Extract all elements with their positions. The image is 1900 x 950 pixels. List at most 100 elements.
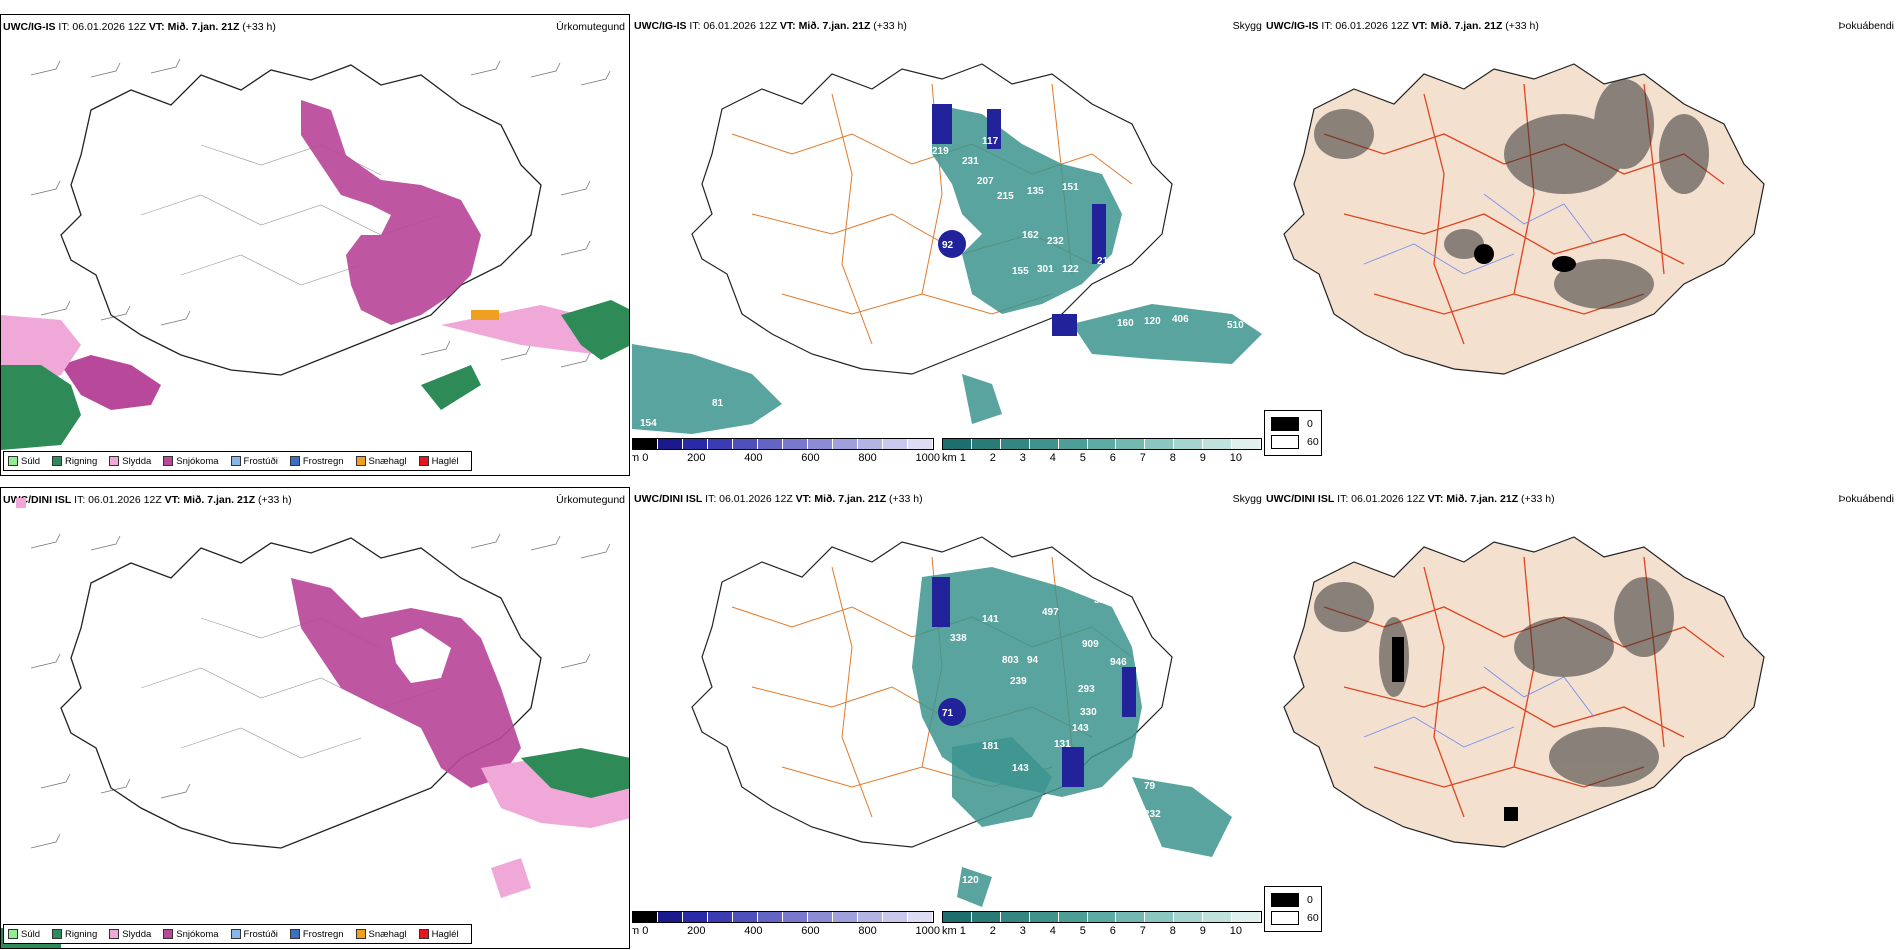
legend-item: Snæhagl [355,929,407,940]
legend-swatch [289,456,300,466]
height-colorbar [632,438,934,450]
panel-label: Þokuábendi [1838,493,1894,505]
panel-label: Skyggni [1232,493,1262,505]
vis-label: 98 [1092,296,1104,307]
vis-label: 92 [942,240,954,251]
legend-swatch [230,929,241,939]
legend-item: Frostregn [289,456,344,467]
visibility-panel-top: UWC/IG-IS IT: 06.01.2026 12Z VT: Mið. 7.… [632,14,1262,476]
legend-swatch [52,929,63,939]
panel-title: UWC/IG-IS IT: 06.01.2026 12Z VT: Mið. 7.… [634,20,907,32]
panel-label: Skyggni [1232,20,1262,32]
legend-swatch [355,929,366,939]
legend-swatch [1271,417,1299,431]
iceland-outline [691,536,1173,848]
precip-legend: Súld Rigning Slydda Snjókoma Frostúði Fr… [3,451,472,471]
vis-label: 141 [982,614,999,625]
height-ticks: m 0 200 400 600 800 1000 [632,452,940,464]
fog-legend: 0 60 [1264,886,1322,932]
km-colorbar [942,911,1262,923]
rain-area [1,748,629,948]
rivers [1363,193,1595,275]
vis-label: 94 [1027,655,1039,666]
vis-label: 79 [1144,781,1156,792]
legend-item: Frostregn [289,929,344,940]
rain-area [1,365,81,450]
vis-label: 133 [1117,242,1134,253]
vis-label: 207 [977,176,994,187]
vis-label: 946 [1110,657,1127,668]
legend-item: Súld [8,929,40,940]
legend-item: Rigning [52,456,97,467]
fog-map [1283,63,1765,375]
vis-label: 216 [1097,256,1114,267]
fog-panel-bottom: UWC/DINI ISL IT: 06.01.2026 12Z VT: Mið.… [1264,487,1894,949]
fog-map [1283,536,1765,848]
fog-shading [1314,79,1709,309]
panel-title: UWC/IG-IS IT: 06.01.2026 12Z VT: Mið. 7.… [3,21,276,33]
iceland-outline [691,63,1173,375]
vis-label: 330 [1080,707,1097,718]
visibility-map: 141 338 497 523 909 803 94 239 946 293 3… [691,536,1234,907]
legend-swatch [163,456,174,466]
legend-swatch [52,456,63,466]
iceland-land [1283,536,1765,848]
vis-label: 155 [1012,266,1029,277]
vis-label: 160 [1117,318,1134,329]
precip-map [1,58,629,450]
wind-barbs [30,533,611,849]
panel-label: Úrkomutegund [556,494,625,506]
visibility-map: 92 117 219 231 207 215 135 151 162 232 1… [632,63,1262,434]
snow-area [301,100,481,325]
vis-label: 231 [962,156,979,167]
vis-label: 803 [1002,655,1019,666]
vis-label: 23 [912,186,924,197]
legend-item: Haglél [418,929,459,940]
vis-label: 181 [982,741,999,752]
panel-title: UWC/DINI ISL IT: 06.01.2026 12Z VT: Mið.… [634,493,923,505]
legend-swatch [8,456,18,466]
vis-label: 135 [1027,186,1044,197]
precip-type-panel-top: UWC/IG-IS IT: 06.01.2026 12Z VT: Mið. 7.… [0,14,630,476]
legend-item: Snæhagl [355,456,407,467]
legend-swatch [1271,893,1299,907]
fog-shading [1314,577,1674,787]
legend-item: Haglél [418,456,459,467]
km-colorbar [942,438,1262,450]
vis-label: 120 [962,875,979,886]
legend-item: Snjókoma [163,929,219,940]
vis-label: 122 [1062,264,1079,275]
vis-label: 239 [1010,676,1027,687]
vis-label: 909 [1082,639,1099,650]
vis-label: 162 [1022,230,1039,241]
vis-label: 143 [1012,763,1029,774]
iceland-land [1283,63,1765,375]
low-visibility-area [912,567,1142,797]
vis-label: 219 [932,146,949,157]
vis-label: 215 [997,191,1014,202]
panel-title: UWC/DINI ISL IT: 06.01.2026 12Z VT: Mið.… [3,494,292,506]
vis-label: 293 [1078,684,1095,695]
precip-map [1,498,629,948]
legend-item: Rigning [52,929,97,940]
legend-swatch [1271,435,1299,449]
fog-panel-top: UWC/IG-IS IT: 06.01.2026 12Z VT: Mið. 7.… [1264,14,1894,476]
visibility-panel-bottom: UWC/DINI ISL IT: 06.01.2026 12Z VT: Mið.… [632,487,1262,949]
vis-label: 154 [640,418,657,429]
legend-swatch [109,929,120,939]
panel-title: UWC/DINI ISL IT: 06.01.2026 12Z VT: Mið.… [1266,493,1555,505]
vis-label: 523 [1094,595,1111,606]
iceland-outline [60,64,542,376]
panel-title: UWC/IG-IS IT: 06.01.2026 12Z VT: Mið. 7.… [1266,20,1539,32]
low-visibility-area [932,104,1122,314]
vis-label: 139 [1122,268,1139,279]
vis-label: 131 [1054,739,1071,750]
fog-legend: 0 60 [1264,410,1322,456]
vis-label: 338 [950,633,967,644]
legend-item: Súld [8,456,40,467]
legend-item: Slydda [109,929,151,940]
km-ticks: km 1 2 3 4 5 6 7 8 9 10 [942,452,1242,464]
vis-label: 143 [1072,723,1089,734]
legend-swatch [418,456,429,466]
legend-swatch [230,456,241,466]
